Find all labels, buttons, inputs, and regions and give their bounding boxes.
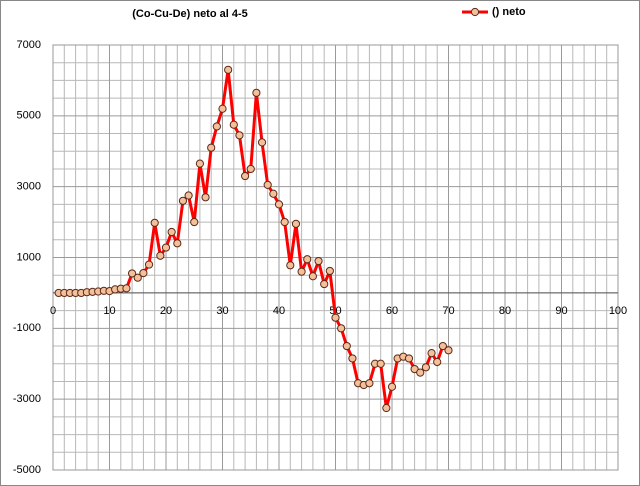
data-point (178, 196, 188, 205)
legend-marker (470, 7, 480, 17)
x-tick-label: 90 (555, 305, 567, 317)
data-point (291, 219, 301, 228)
data-point (156, 251, 165, 260)
data-point (342, 341, 351, 351)
data-point (207, 143, 216, 152)
data-point (337, 324, 346, 333)
data-point (269, 189, 278, 198)
data-point (246, 164, 255, 174)
data-point (427, 349, 436, 358)
data-point (184, 191, 193, 200)
x-tick-label: 100 (609, 305, 627, 317)
data-point (195, 159, 204, 168)
data-point (416, 368, 425, 377)
data-point (297, 267, 306, 276)
y-tick-label: 1000 (17, 251, 41, 263)
data-point (167, 227, 176, 237)
y-tick-label: 5000 (17, 110, 41, 122)
y-tick-label: 3000 (17, 181, 41, 193)
data-point (139, 268, 148, 278)
x-tick-label: 30 (216, 305, 228, 317)
data-point (218, 104, 227, 113)
data-point (241, 171, 250, 181)
data-point (224, 65, 233, 74)
legend-label: () neto (492, 6, 526, 18)
data-point (128, 269, 137, 278)
data-point (303, 255, 312, 264)
data-point (444, 346, 453, 355)
data-point (263, 180, 272, 189)
x-tick-label: 60 (386, 305, 398, 317)
y-tick-label: -1000 (13, 322, 41, 334)
y-tick-label: -3000 (13, 393, 41, 405)
data-point (325, 266, 334, 276)
data-point (173, 239, 182, 248)
x-tick-label: 70 (442, 305, 454, 317)
data-point (404, 354, 414, 363)
data-point (252, 88, 261, 97)
data-point (331, 313, 340, 322)
data-point (421, 363, 430, 372)
y-tick-label: 7000 (17, 39, 41, 51)
data-point (212, 122, 221, 131)
x-tick-label: 20 (160, 305, 172, 317)
data-point (286, 261, 295, 270)
data-point (308, 272, 317, 281)
data-point (257, 138, 267, 147)
data-point (122, 284, 131, 293)
data-point (280, 217, 289, 227)
data-point (382, 403, 391, 413)
data-point (161, 243, 171, 252)
data-point (387, 382, 397, 391)
data-point (190, 217, 199, 227)
chart-title: (Co-Cu-De) neto al 4-5 (132, 8, 248, 20)
data-point (376, 359, 385, 368)
data-point (144, 260, 154, 269)
x-tick-label: 80 (499, 305, 511, 317)
data-point (150, 218, 159, 227)
data-point (365, 379, 374, 388)
data-point (235, 131, 244, 140)
data-point (133, 273, 142, 282)
data-point (229, 120, 238, 129)
data-point (201, 193, 210, 202)
data-point (314, 256, 323, 266)
y-tick-label: -5000 (13, 464, 41, 476)
data-point (433, 357, 442, 367)
data-point (348, 354, 357, 363)
data-point (274, 200, 284, 209)
x-tick-label: 10 (103, 305, 115, 317)
data-point (320, 279, 329, 289)
x-tick-label: 0 (50, 305, 56, 317)
data-point (438, 341, 447, 351)
x-tick-label: 40 (273, 305, 285, 317)
